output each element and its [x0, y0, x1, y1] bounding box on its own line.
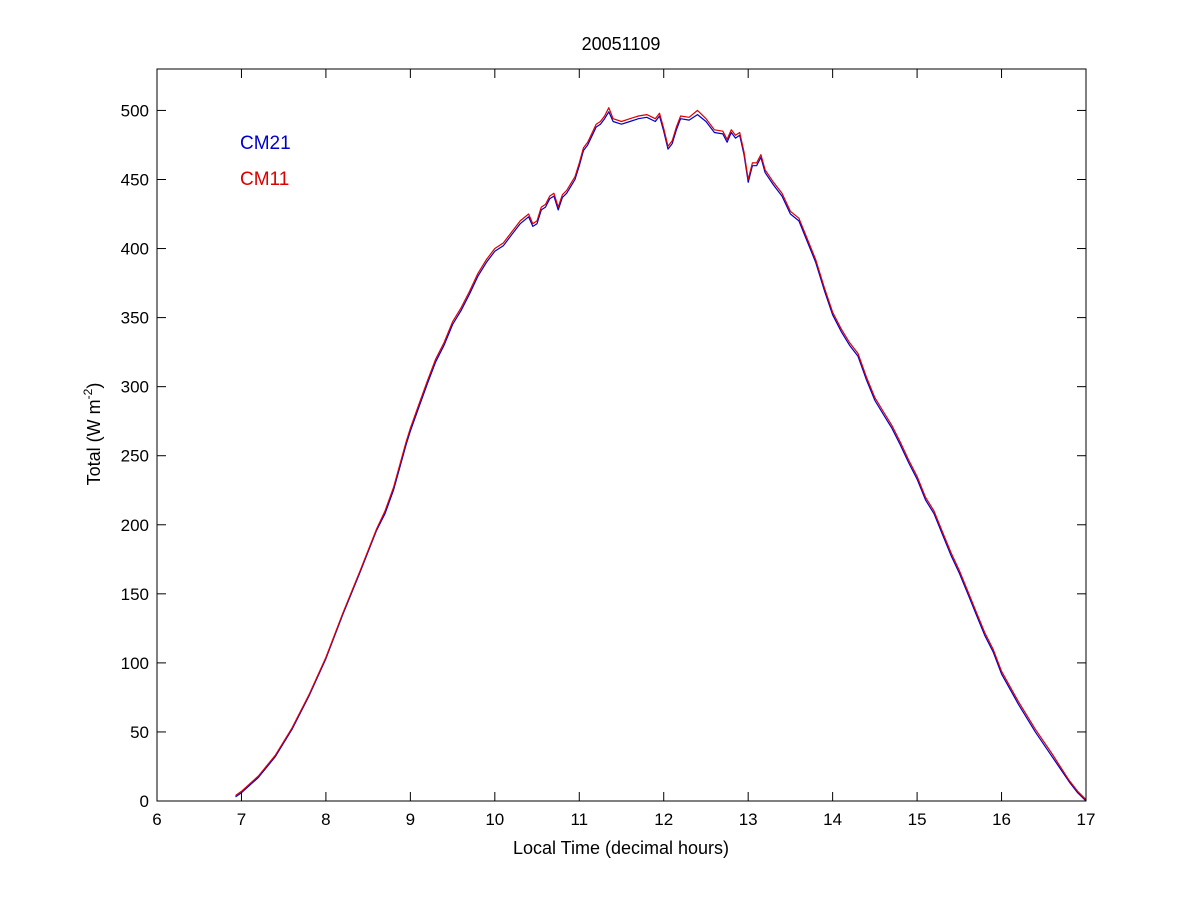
- x-tick-label-10: 10: [485, 810, 504, 829]
- plot-frame: [156, 68, 1087, 802]
- chart-title: 20051109: [582, 34, 661, 54]
- x-tick-label-14: 14: [823, 810, 842, 829]
- x-tick-label-17: 17: [1077, 810, 1096, 829]
- x-axis-label: Local Time (decimal hours): [513, 838, 729, 858]
- plot-area: [235, 107, 1087, 802]
- x-tick-label-13: 13: [739, 810, 758, 829]
- y-tick-label-400: 400: [121, 240, 149, 259]
- legend-entry-cm21: CM21: [240, 133, 291, 154]
- y-tick-label-350: 350: [121, 309, 149, 328]
- series-line-cm11: [235, 107, 1087, 801]
- y-tick-label-100: 100: [121, 654, 149, 673]
- y-tick-label-500: 500: [121, 101, 149, 120]
- series-line-cm21: [235, 111, 1087, 802]
- y-axis-label-close: ): [84, 383, 104, 389]
- legend-entry-cm11: CM11: [240, 169, 289, 190]
- y-tick-label-200: 200: [121, 516, 149, 535]
- y-axis-label-main: Total (W m: [84, 399, 104, 485]
- y-axis-label-superscript: -2: [81, 388, 95, 399]
- y-tick-label-450: 450: [121, 170, 149, 189]
- x-tick-label-11: 11: [570, 810, 588, 829]
- y-tick-label-0: 0: [140, 792, 149, 811]
- y-axis-label: Total (W m-2): [81, 383, 104, 486]
- x-tick-label-9: 9: [406, 810, 415, 829]
- y-tick-label-300: 300: [121, 378, 149, 397]
- x-tick-label-12: 12: [654, 810, 673, 829]
- x-tick-label-8: 8: [321, 810, 330, 829]
- axes: 6 7 8 9 10 11 12 13 14 15 16 17 0 50 100 150 200 250 300 35…: [121, 68, 1096, 829]
- y-tick-label-150: 150: [121, 585, 149, 604]
- y-tick-label-50: 50: [130, 723, 149, 742]
- x-tick-label-15: 15: [908, 810, 927, 829]
- legend: CM21 CM11: [240, 133, 291, 190]
- x-tick-label-16: 16: [992, 810, 1011, 829]
- x-tick-label-6: 6: [152, 810, 161, 829]
- x-tick-label-7: 7: [237, 810, 246, 829]
- y-tick-label-250: 250: [121, 447, 149, 466]
